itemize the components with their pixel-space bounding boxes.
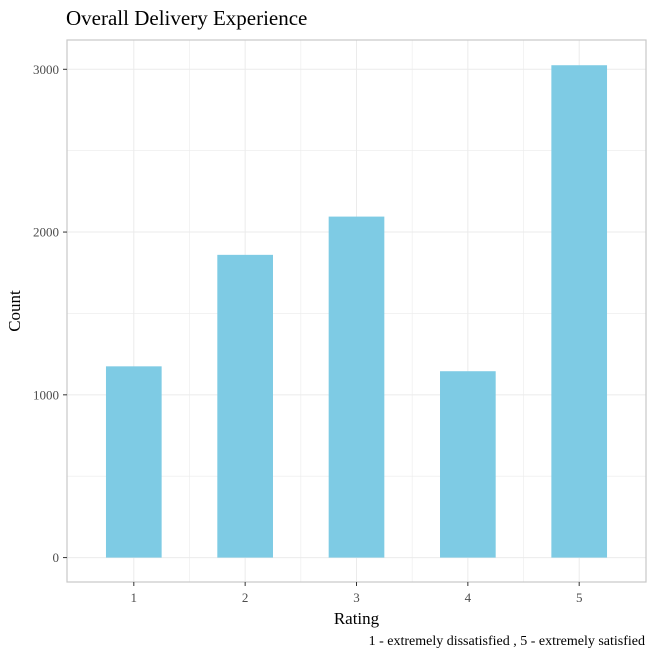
bars: [105, 65, 608, 558]
x-tick-label: 2: [242, 590, 249, 605]
bar-5: [551, 65, 608, 558]
y-tick-label: 1000: [33, 387, 59, 402]
x-tick-label: 4: [465, 590, 472, 605]
bar-3: [328, 216, 385, 558]
y-axis-title: Count: [5, 290, 24, 332]
y-axis-ticks: 0 1000 2000 3000: [33, 62, 67, 565]
bar-1: [105, 366, 162, 558]
x-axis-ticks: 1 2 3 4 5: [131, 582, 583, 605]
chart-title: Overall Delivery Experience: [66, 6, 308, 30]
x-tick-label: 5: [576, 590, 583, 605]
y-tick-label: 0: [53, 550, 60, 565]
x-axis-title: Rating: [334, 609, 380, 628]
y-tick-label: 2000: [33, 225, 59, 240]
bar-4: [440, 371, 496, 558]
x-tick-label: 1: [131, 590, 138, 605]
bar-2: [217, 254, 273, 558]
chart-caption: 1 - extremely dissatisfied , 5 - extreme…: [368, 634, 645, 649]
x-tick-label: 3: [353, 590, 360, 605]
y-tick-label: 3000: [33, 62, 59, 77]
